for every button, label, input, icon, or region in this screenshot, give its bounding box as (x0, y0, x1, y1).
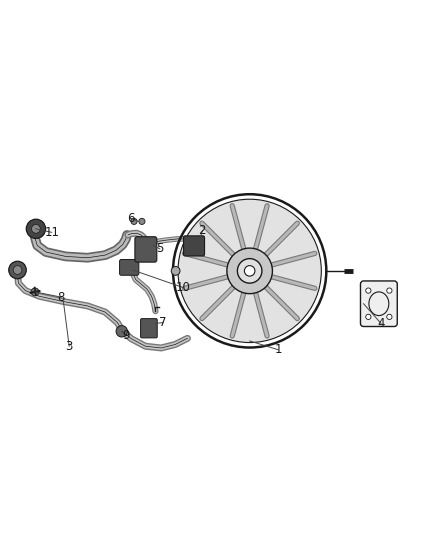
Text: 7: 7 (159, 316, 167, 329)
Text: 10: 10 (176, 281, 191, 294)
FancyBboxPatch shape (360, 281, 397, 327)
Circle shape (366, 288, 371, 293)
Circle shape (139, 219, 145, 224)
Text: 2: 2 (198, 224, 206, 237)
FancyBboxPatch shape (135, 237, 157, 262)
FancyBboxPatch shape (184, 236, 205, 256)
Circle shape (9, 261, 26, 279)
Circle shape (171, 266, 180, 275)
Circle shape (32, 224, 40, 233)
Circle shape (227, 248, 272, 294)
Circle shape (387, 288, 392, 293)
Circle shape (387, 314, 392, 319)
Text: 8: 8 (58, 290, 65, 304)
Text: 3: 3 (66, 340, 73, 353)
Circle shape (26, 219, 46, 238)
Circle shape (366, 314, 371, 319)
Circle shape (237, 259, 262, 283)
Text: 4: 4 (377, 317, 385, 330)
FancyBboxPatch shape (120, 260, 139, 275)
Text: 9: 9 (122, 329, 130, 342)
Text: 1: 1 (274, 343, 282, 356)
Circle shape (116, 326, 127, 337)
Circle shape (244, 265, 255, 276)
Circle shape (131, 219, 137, 224)
Text: 6: 6 (127, 212, 134, 225)
Circle shape (31, 288, 39, 296)
Circle shape (178, 199, 321, 343)
Circle shape (13, 265, 22, 274)
FancyBboxPatch shape (141, 319, 157, 338)
Text: 5: 5 (156, 243, 163, 255)
Text: 11: 11 (44, 226, 59, 239)
